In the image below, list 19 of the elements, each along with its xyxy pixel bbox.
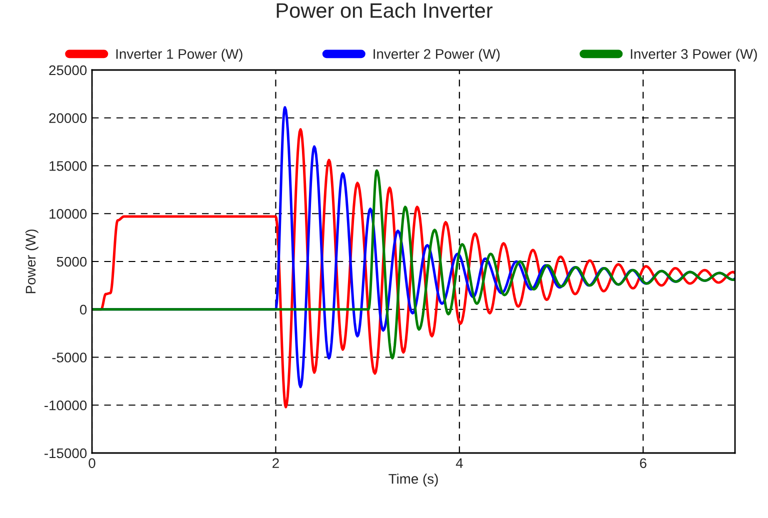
y-tick-label: 10000 bbox=[50, 208, 87, 219]
y-tick-label: -5000 bbox=[52, 352, 87, 362]
y-tick-label: -10000 bbox=[44, 400, 87, 410]
x-tick-label: 4 bbox=[456, 458, 463, 468]
y-tick-label: 25000 bbox=[49, 65, 87, 76]
legend-label: Inverter 3 Power (W) bbox=[630, 48, 757, 62]
x-tick-label: 6 bbox=[640, 458, 646, 468]
y-tick-label: 20000 bbox=[49, 113, 87, 124]
y-tick-label: 5000 bbox=[56, 256, 87, 267]
y-axis-title: Power (W) bbox=[25, 230, 38, 294]
x-tick-label: 0 bbox=[88, 458, 96, 468]
x-tick-label: 2 bbox=[272, 458, 279, 468]
x-axis-title: Time (s) bbox=[388, 474, 438, 487]
legend-label: Inverter 2 Power (W) bbox=[374, 48, 500, 62]
y-tick-label: 0 bbox=[80, 304, 87, 315]
y-tick-label: 15000 bbox=[50, 161, 87, 171]
y-tick-label: -15000 bbox=[44, 448, 87, 458]
chart-title: Power on Each Inverter bbox=[276, 2, 493, 18]
legend-label: Inverter 1 Power (W) bbox=[116, 48, 242, 62]
